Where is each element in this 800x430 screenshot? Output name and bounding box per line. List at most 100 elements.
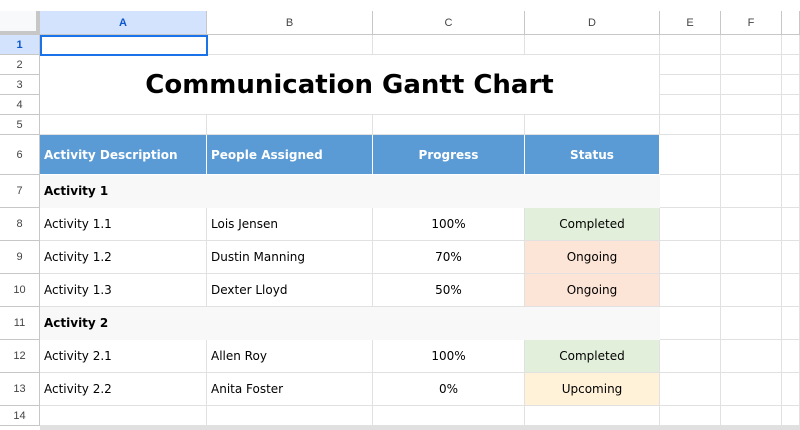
status-badge[interactable]: Ongoing	[525, 274, 660, 307]
row-header-14[interactable]: 14	[0, 406, 40, 426]
cell[interactable]	[782, 208, 800, 241]
cell[interactable]	[660, 340, 721, 373]
progress-cell[interactable]: 100%	[373, 340, 525, 373]
person-cell[interactable]: Dexter Lloyd	[207, 274, 373, 307]
cell[interactable]	[721, 274, 782, 307]
cell[interactable]	[373, 35, 525, 55]
cell[interactable]	[721, 307, 782, 340]
progress-cell[interactable]: 100%	[373, 208, 525, 241]
group-row-cell[interactable]: Activity 2	[40, 307, 207, 340]
column-header-D[interactable]: D	[525, 11, 660, 35]
cell[interactable]	[721, 340, 782, 373]
cell[interactable]	[373, 406, 525, 426]
status-badge[interactable]: Completed	[525, 340, 660, 373]
cell[interactable]	[782, 115, 800, 135]
row-header-11[interactable]: 11	[0, 307, 40, 340]
cell[interactable]	[660, 175, 721, 208]
row-header-12[interactable]: 12	[0, 340, 40, 373]
horizontal-scrollbar[interactable]	[40, 426, 800, 430]
cell[interactable]	[660, 373, 721, 406]
status-badge[interactable]: Ongoing	[525, 241, 660, 274]
cell[interactable]	[660, 35, 721, 55]
progress-cell[interactable]: 0%	[373, 373, 525, 406]
group-row-cell[interactable]	[525, 175, 660, 208]
row-header-7[interactable]: 7	[0, 175, 40, 208]
status-badge[interactable]: Completed	[525, 208, 660, 241]
cell[interactable]	[782, 274, 800, 307]
person-cell[interactable]: Dustin Manning	[207, 241, 373, 274]
cell[interactable]	[782, 307, 800, 340]
row-header-5[interactable]: 5	[0, 115, 40, 135]
row-header-3[interactable]: 3	[0, 75, 40, 95]
row-header-1[interactable]: 1	[0, 35, 40, 55]
activity-cell[interactable]: Activity 1.1	[40, 208, 207, 241]
activity-cell[interactable]: Activity 2.1	[40, 340, 207, 373]
cell[interactable]	[207, 35, 373, 55]
row-header-10[interactable]: 10	[0, 274, 40, 307]
cell[interactable]	[721, 241, 782, 274]
cell[interactable]	[40, 35, 207, 55]
cell[interactable]	[721, 95, 782, 115]
cell[interactable]	[40, 406, 207, 426]
activity-cell[interactable]: Activity 1.2	[40, 241, 207, 274]
cell[interactable]	[782, 95, 800, 115]
row-header-8[interactable]: 8	[0, 208, 40, 241]
cell[interactable]	[660, 406, 721, 426]
cell[interactable]	[40, 115, 207, 135]
cell[interactable]	[782, 35, 800, 55]
cell[interactable]	[721, 406, 782, 426]
cell[interactable]	[525, 35, 660, 55]
cell[interactable]	[721, 55, 782, 75]
column-header-E[interactable]: E	[660, 11, 721, 35]
cell[interactable]	[660, 307, 721, 340]
cell[interactable]	[660, 115, 721, 135]
cell[interactable]	[660, 135, 721, 175]
select-all-corner[interactable]	[0, 11, 40, 35]
column-header-A[interactable]: A	[40, 11, 207, 35]
cell[interactable]	[782, 135, 800, 175]
cell[interactable]	[207, 115, 373, 135]
cell[interactable]	[660, 55, 721, 75]
progress-cell[interactable]: 50%	[373, 274, 525, 307]
group-row-cell[interactable]	[207, 175, 373, 208]
group-row-cell[interactable]	[373, 307, 525, 340]
cell[interactable]	[660, 241, 721, 274]
group-row-cell[interactable]	[525, 307, 660, 340]
column-header-B[interactable]: B	[207, 11, 373, 35]
cell[interactable]	[782, 241, 800, 274]
cell[interactable]	[721, 35, 782, 55]
column-header-F[interactable]: F	[721, 11, 782, 35]
cell[interactable]	[721, 208, 782, 241]
cell[interactable]	[525, 115, 660, 135]
cell[interactable]	[660, 274, 721, 307]
cell[interactable]	[782, 340, 800, 373]
cell[interactable]	[782, 75, 800, 95]
cell[interactable]	[721, 115, 782, 135]
row-header-6[interactable]: 6	[0, 135, 40, 175]
group-row-cell[interactable]	[373, 175, 525, 208]
column-header-C[interactable]: C	[373, 11, 525, 35]
cell[interactable]	[525, 406, 660, 426]
column-header-G[interactable]	[782, 11, 800, 35]
row-header-4[interactable]: 4	[0, 95, 40, 115]
row-header-9[interactable]: 9	[0, 241, 40, 274]
group-row-cell[interactable]	[207, 307, 373, 340]
status-badge[interactable]: Upcoming	[525, 373, 660, 406]
person-cell[interactable]: Lois Jensen	[207, 208, 373, 241]
row-header-2[interactable]: 2	[0, 55, 40, 75]
row-header-13[interactable]: 13	[0, 373, 40, 406]
cell[interactable]	[207, 406, 373, 426]
cell[interactable]	[660, 75, 721, 95]
cell[interactable]	[721, 135, 782, 175]
cell[interactable]	[782, 175, 800, 208]
group-row-cell[interactable]: Activity 1	[40, 175, 207, 208]
cell[interactable]	[782, 373, 800, 406]
cell[interactable]	[660, 95, 721, 115]
activity-cell[interactable]: Activity 2.2	[40, 373, 207, 406]
person-cell[interactable]: Anita Foster	[207, 373, 373, 406]
cell[interactable]	[782, 55, 800, 75]
person-cell[interactable]: Allen Roy	[207, 340, 373, 373]
cell[interactable]	[721, 373, 782, 406]
cell[interactable]	[373, 115, 525, 135]
activity-cell[interactable]: Activity 1.3	[40, 274, 207, 307]
